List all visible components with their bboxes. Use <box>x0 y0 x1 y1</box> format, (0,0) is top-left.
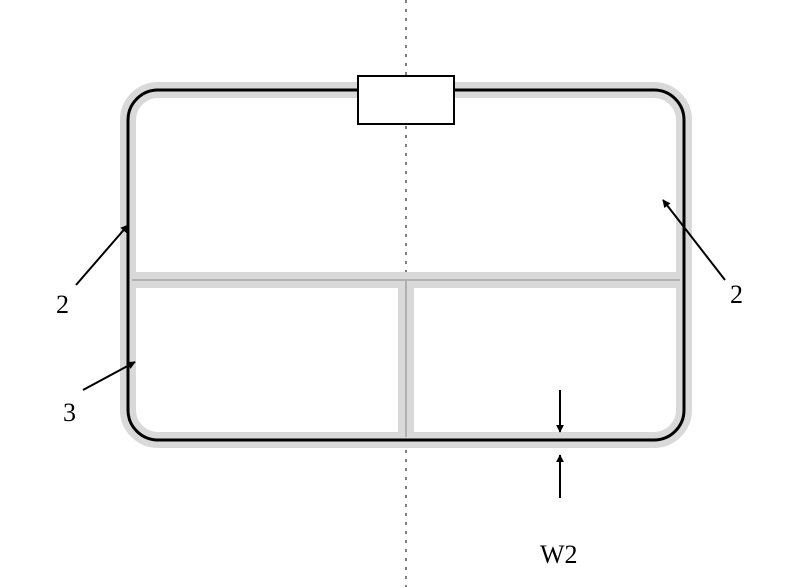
arrow-2-right <box>663 200 725 280</box>
label-2-right: 2 <box>730 280 743 310</box>
diagram-stage: 2 2 3 W2 <box>0 0 800 587</box>
label-3: 3 <box>63 398 76 428</box>
label-2-left: 2 <box>56 290 69 320</box>
diagram-svg <box>0 0 800 587</box>
label-w2: W2 <box>540 540 578 570</box>
top-box <box>358 76 454 124</box>
